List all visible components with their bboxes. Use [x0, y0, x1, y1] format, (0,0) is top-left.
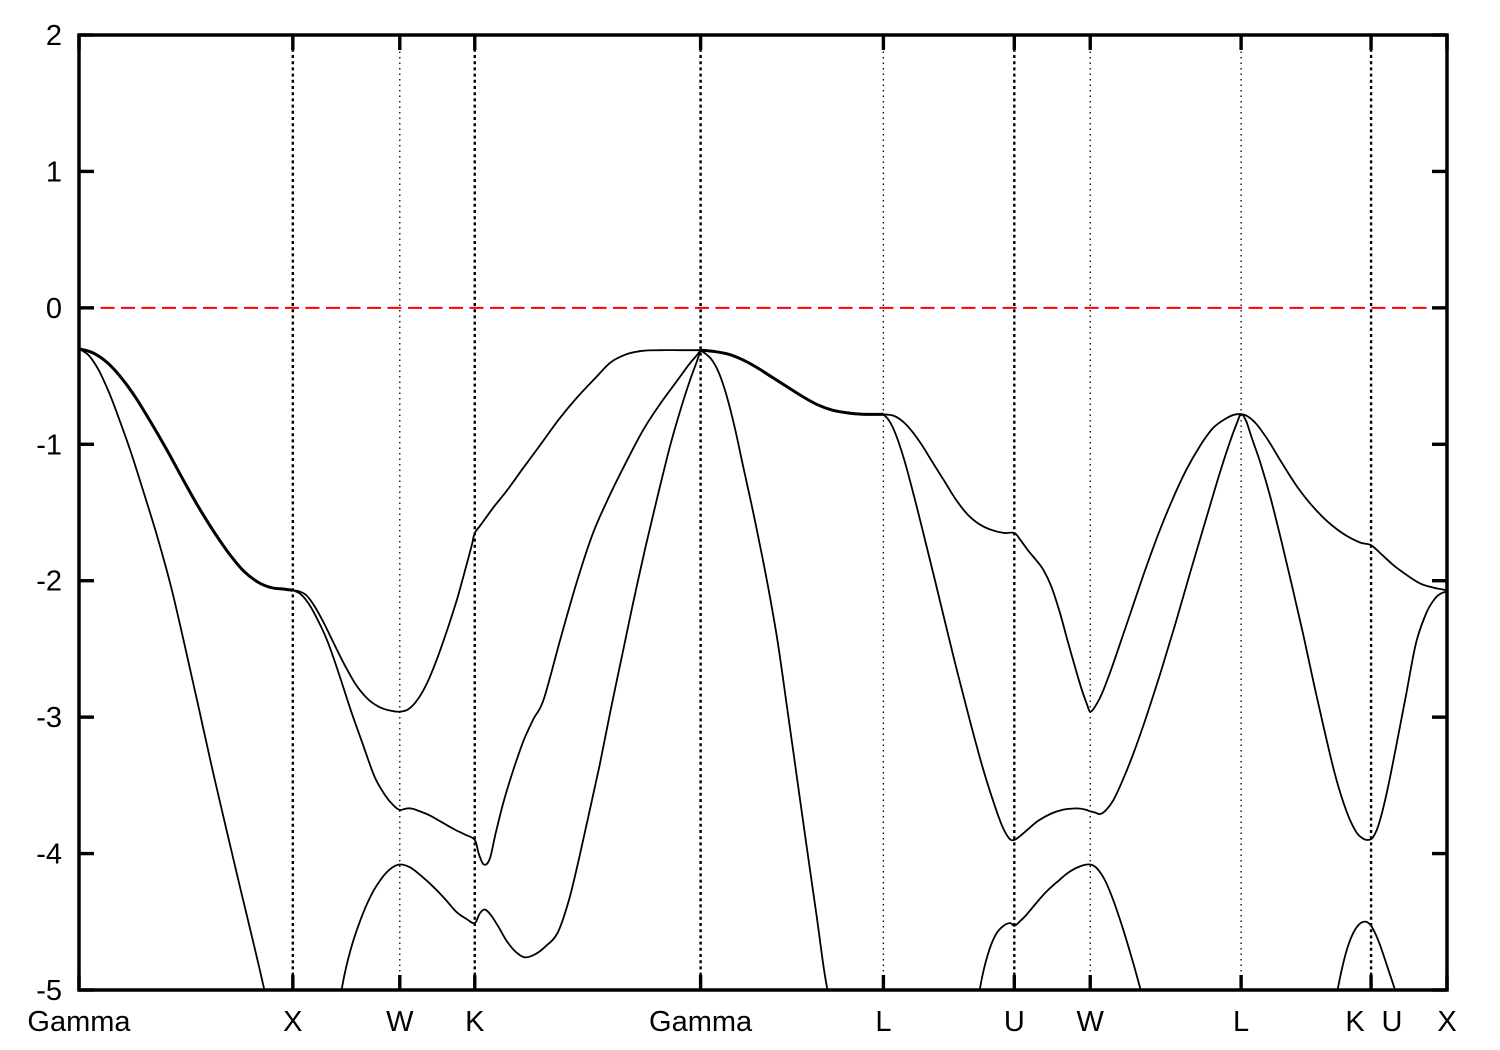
- band-curve-l-u-w-l-ku-x-middle: [882, 413, 1447, 842]
- band-curve-x-w-k-gamma-lower: [340, 349, 702, 990]
- xtick-label-k-9: K: [1345, 1006, 1365, 1038]
- xtick-label-l-5: L: [875, 1006, 891, 1038]
- ytick-label-2: 2: [46, 20, 62, 52]
- ytick-label--2: -2: [36, 566, 62, 598]
- band-curve-l-u-w-l-ku-x-upper: [883, 413, 1447, 713]
- band-curve-lowest-bump-around-ku: [1336, 920, 1396, 990]
- xtick-label-l-8: L: [1233, 1006, 1249, 1038]
- band-curve-gamma-x-light-plunge: [79, 348, 266, 990]
- band-curve-gamma-l-light-plunge: [700, 349, 829, 990]
- plot-frame: [77, 33, 1449, 992]
- band-curve-lowest-bump-around-w2: [978, 863, 1142, 990]
- plot-frame-group: [77, 33, 1449, 992]
- axis-ticks: [77, 33, 1449, 992]
- band-curves: [79, 347, 1447, 990]
- band-curve-gamma-x-heavy-degenerate: [79, 347, 294, 592]
- ytick-label--4: -4: [36, 839, 62, 871]
- ytick-label-1: 1: [46, 156, 62, 188]
- band-curve-x-w-k-gamma-middle: [292, 349, 702, 866]
- xtick-label-x-1: X: [283, 1006, 302, 1038]
- ytick-label-0: 0: [46, 293, 62, 325]
- band-curve-x-w-k-gamma-upper: [292, 349, 701, 713]
- ytick-label--3: -3: [36, 702, 62, 734]
- xtick-label-w-7: W: [1077, 1006, 1105, 1038]
- xtick-label-x-11: X: [1437, 1006, 1456, 1038]
- band-curve-gamma-l-heavy-degenerate: [700, 348, 884, 416]
- xtick-label-w-2: W: [386, 1006, 414, 1038]
- symmetry-gridlines: [291, 37, 1373, 988]
- xtick-label-gamma-4: Gamma: [649, 1006, 753, 1038]
- xtick-label-k-3: K: [465, 1006, 485, 1038]
- ytick-label--1: -1: [36, 429, 62, 461]
- xtick-label-u-10: U: [1382, 1006, 1403, 1038]
- ytick-label--5: -5: [36, 975, 62, 1007]
- xtick-label-u-6: U: [1004, 1006, 1025, 1038]
- xtick-label-gamma-0: Gamma: [27, 1006, 131, 1038]
